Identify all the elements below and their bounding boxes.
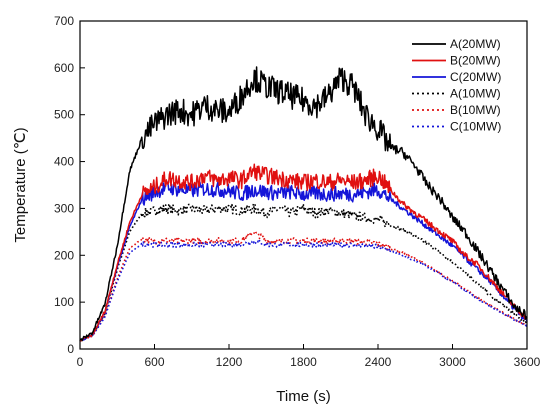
legend-label: C(20MW) (450, 70, 501, 84)
legend-label: B(10MW) (450, 103, 501, 117)
y-tick-label: 200 (54, 248, 74, 262)
series-layer (79, 66, 528, 342)
x-tick-label: 1200 (216, 355, 243, 369)
legend: A(20MW) B(20MW) C(20MW) A(10MW) B(10MW) C(10M… (412, 37, 501, 134)
y-tick-label: 600 (54, 61, 74, 75)
x-tick-label: 2400 (365, 355, 392, 369)
x-tick-label: 600 (144, 355, 164, 369)
series-line-a-10mw (79, 203, 528, 342)
x-axis-title: Time (s) (276, 388, 330, 405)
y-tick-label: 500 (54, 108, 74, 122)
series-line-b-20mw (79, 163, 528, 342)
series-line-a-20mw (79, 66, 528, 342)
y-tick-label: 300 (54, 201, 74, 215)
legend-label: B(20MW) (450, 54, 501, 68)
y-tick-label: 700 (54, 14, 74, 28)
x-tick-label: 3600 (514, 355, 541, 369)
series-line-b-10mw (79, 230, 528, 342)
y-axis-title: Temperature (℃) (12, 127, 29, 242)
y-tick-label: 400 (54, 155, 74, 169)
series-line-c-10mw (79, 239, 528, 342)
axes: 0 600 1200 1800 2400 3000 3600 0 100 200 300 400 500… (54, 14, 541, 369)
x-tick-label: 1800 (290, 355, 317, 369)
x-tick-label: 3000 (439, 355, 466, 369)
legend-label: C(10MW) (450, 120, 501, 134)
y-tick-label: 100 (54, 295, 74, 309)
x-tick-label: 0 (77, 355, 84, 369)
legend-label: A(10MW) (450, 87, 501, 101)
y-tick-label: 0 (67, 342, 74, 356)
legend-label: A(20MW) (450, 37, 501, 51)
